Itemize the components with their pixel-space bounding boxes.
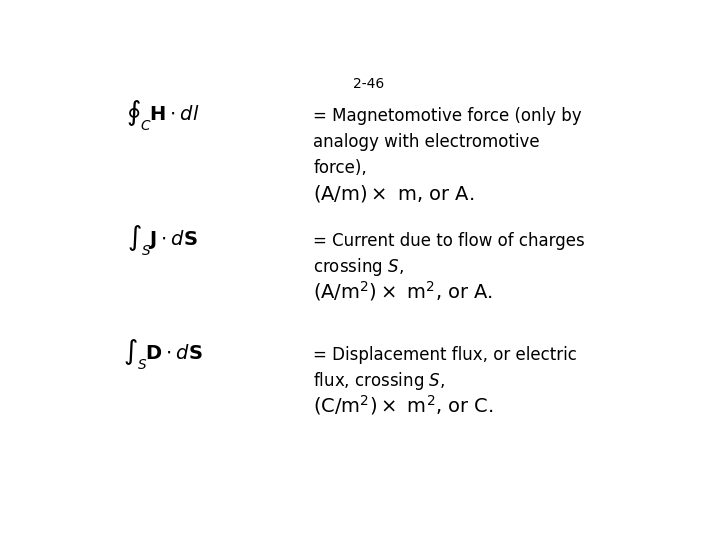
Text: $\int_S \mathbf{D} \cdot d\mathbf{S}$: $\int_S \mathbf{D} \cdot d\mathbf{S}$ <box>122 338 202 373</box>
Text: = Displacement flux, or electric: = Displacement flux, or electric <box>313 346 577 364</box>
Text: analogy with electromotive: analogy with electromotive <box>313 133 540 151</box>
Text: = Magnetomotive force (only by: = Magnetomotive force (only by <box>313 107 582 125</box>
Text: flux, crossing $S$,: flux, crossing $S$, <box>313 370 446 392</box>
Text: $(\mathrm{A/m})\times$ m, or A.: $(\mathrm{A/m})\times$ m, or A. <box>313 183 474 204</box>
Text: $\int_S \mathbf{J} \cdot d\mathbf{S}$: $\int_S \mathbf{J} \cdot d\mathbf{S}$ <box>127 224 198 258</box>
Text: $(\mathrm{A/m}^2)\times$ m$^2$, or A.: $(\mathrm{A/m}^2)\times$ m$^2$, or A. <box>313 279 493 303</box>
Text: $(\mathrm{C/m}^2)\times$ m$^2$, or C.: $(\mathrm{C/m}^2)\times$ m$^2$, or C. <box>313 393 494 417</box>
Text: = Current due to flow of charges: = Current due to flow of charges <box>313 232 585 249</box>
Text: force),: force), <box>313 159 367 177</box>
Text: $\oint_C \mathbf{H} \cdot d\mathit{l}$: $\oint_C \mathbf{H} \cdot d\mathit{l}$ <box>126 99 199 133</box>
Text: 2-46: 2-46 <box>354 77 384 91</box>
Text: crossing $S$,: crossing $S$, <box>313 256 404 278</box>
